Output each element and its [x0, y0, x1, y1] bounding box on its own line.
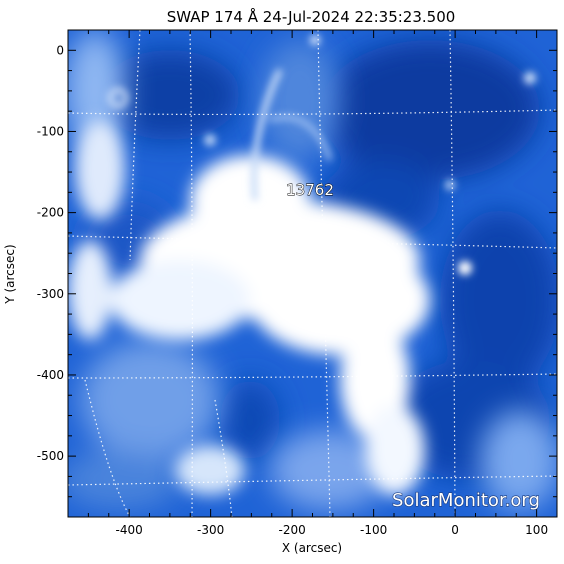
- y-tick-label: -100: [37, 124, 64, 138]
- watermark-text: SolarMonitor.org: [392, 490, 540, 511]
- x-tick-label: 100: [525, 523, 548, 537]
- grid-line: [189, 30, 193, 517]
- x-tick-label: -300: [197, 523, 224, 537]
- x-tick-label: -400: [116, 523, 143, 537]
- x-tick-label: -100: [360, 523, 387, 537]
- grid-line: [68, 109, 557, 116]
- x-tick-label: -200: [279, 523, 306, 537]
- region-number-label: 13762: [286, 181, 334, 199]
- x-axis-label: X (arcsec): [282, 541, 342, 555]
- y-tick-label: -400: [37, 368, 64, 382]
- y-axis-label: Y (arcsec): [3, 244, 17, 304]
- y-tick-label: -500: [37, 449, 64, 463]
- y-axis: 0 -100 -200 -300 -400 -500: [37, 43, 557, 498]
- grid-line: [84, 379, 131, 517]
- figure-title: SWAP 174 Å 24-Jul-2024 22:35:23.500: [167, 7, 456, 26]
- y-tick-label: -300: [37, 287, 64, 301]
- grid-line: [129, 30, 141, 261]
- y-tick-label: 0: [56, 43, 64, 57]
- x-tick-label: 0: [451, 523, 459, 537]
- y-tick-label: -200: [37, 206, 64, 220]
- grid-line: [317, 30, 331, 517]
- x-axis: -400 -300 -200 -100 0 100: [87, 30, 558, 537]
- grid-line: [449, 30, 456, 517]
- solar-image: [68, 30, 557, 517]
- grid-line: [68, 373, 557, 379]
- coordinate-grid: [68, 30, 557, 517]
